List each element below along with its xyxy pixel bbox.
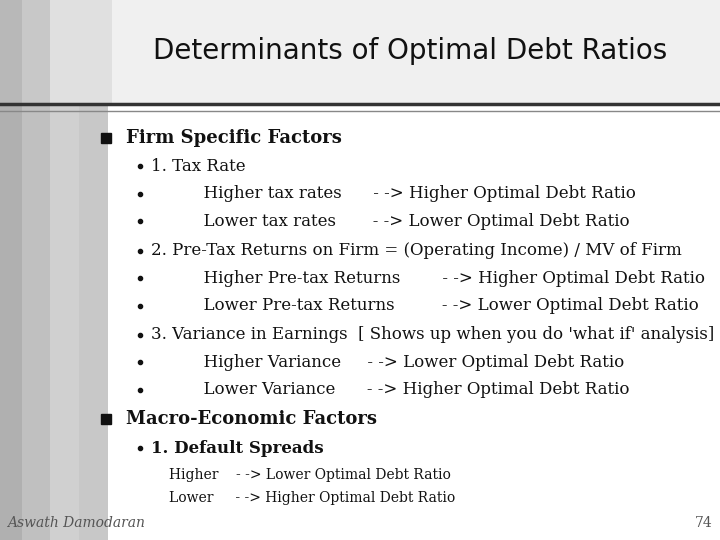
Bar <box>0 0 22 104</box>
Text: Macro-Economic Factors: Macro-Economic Factors <box>126 410 377 428</box>
Bar <box>79 104 108 540</box>
Text: Lower tax rates       - -> Lower Optimal Debt Ratio: Lower tax rates - -> Lower Optimal Debt … <box>151 213 630 230</box>
Text: 3. Variance in Earnings  [ Shows up when you do 'what if' analysis]: 3. Variance in Earnings [ Shows up when … <box>151 326 714 343</box>
Text: Higher Pre-tax Returns        - -> Higher Optimal Debt Ratio: Higher Pre-tax Returns - -> Higher Optim… <box>151 269 705 287</box>
Text: Higher Variance     - -> Lower Optimal Debt Ratio: Higher Variance - -> Lower Optimal Debt … <box>151 354 624 371</box>
Text: 1. Tax Rate: 1. Tax Rate <box>151 158 246 175</box>
Bar <box>22 104 50 540</box>
Text: Determinants of Optimal Debt Ratios: Determinants of Optimal Debt Ratios <box>153 37 667 65</box>
Text: Firm Specific Factors: Firm Specific Factors <box>126 129 342 147</box>
Bar <box>0 0 112 104</box>
Text: Aswath Damodaran: Aswath Damodaran <box>7 516 145 530</box>
Bar <box>0 0 720 104</box>
Text: 1. Default Spreads: 1. Default Spreads <box>151 440 324 457</box>
Text: Lower     - -> Higher Optimal Debt Ratio: Lower - -> Higher Optimal Debt Ratio <box>169 491 456 505</box>
Bar <box>22 0 65 104</box>
Text: Higher tax rates      - -> Higher Optimal Debt Ratio: Higher tax rates - -> Higher Optimal Deb… <box>151 185 636 202</box>
Text: Lower Variance      - -> Higher Optimal Debt Ratio: Lower Variance - -> Higher Optimal Debt … <box>151 381 630 399</box>
Text: 74: 74 <box>695 516 713 530</box>
Bar <box>50 0 112 104</box>
Text: Higher    - -> Lower Optimal Debt Ratio: Higher - -> Lower Optimal Debt Ratio <box>169 468 451 482</box>
Text: 2. Pre-Tax Returns on Firm = (Operating Income) / MV of Firm: 2. Pre-Tax Returns on Firm = (Operating … <box>151 242 682 259</box>
Text: Lower Pre-tax Returns         - -> Lower Optimal Debt Ratio: Lower Pre-tax Returns - -> Lower Optimal… <box>151 297 699 314</box>
Bar <box>50 104 79 540</box>
Bar <box>0 104 22 540</box>
